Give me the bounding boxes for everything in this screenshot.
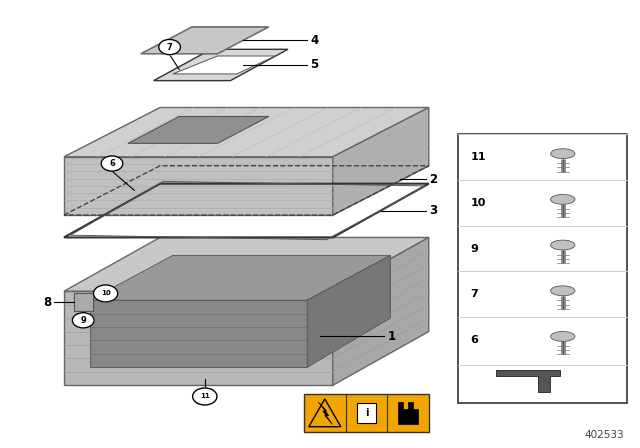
Polygon shape [90,300,307,367]
Polygon shape [154,49,288,81]
Text: 5: 5 [310,58,319,72]
Ellipse shape [550,240,575,250]
Polygon shape [90,255,390,300]
Polygon shape [64,166,429,215]
Polygon shape [496,370,560,392]
Text: 9: 9 [470,244,478,254]
Text: 11: 11 [200,393,210,400]
Text: 10: 10 [470,198,486,208]
Circle shape [193,388,217,405]
Circle shape [93,285,118,302]
Text: 4: 4 [310,34,319,47]
Bar [304,394,429,432]
Bar [458,134,627,403]
Polygon shape [307,255,390,367]
Polygon shape [64,157,333,215]
Circle shape [77,313,87,320]
Polygon shape [64,237,429,291]
Text: 11: 11 [470,152,486,162]
Polygon shape [319,402,333,425]
Circle shape [72,313,94,328]
Text: 3: 3 [429,204,437,217]
Polygon shape [398,402,419,425]
Ellipse shape [550,194,575,204]
Polygon shape [64,291,333,385]
Text: 402533: 402533 [584,430,624,440]
Polygon shape [173,56,275,74]
Text: 9: 9 [81,316,86,325]
Text: 7: 7 [470,289,478,299]
Text: 6: 6 [109,159,115,168]
Text: 7: 7 [167,43,172,52]
Polygon shape [333,237,429,385]
Text: 2: 2 [429,172,437,186]
Text: 1: 1 [387,329,396,343]
Ellipse shape [550,286,575,296]
Text: 8: 8 [43,296,51,309]
Polygon shape [74,293,93,311]
Text: 10: 10 [100,290,111,297]
Polygon shape [141,27,269,54]
Ellipse shape [550,149,575,159]
Text: i: i [365,408,368,418]
Bar [357,403,376,423]
Circle shape [159,39,180,55]
Polygon shape [333,108,429,215]
Text: 6: 6 [470,335,478,345]
Polygon shape [64,108,429,157]
Polygon shape [128,116,269,143]
Ellipse shape [550,332,575,341]
Circle shape [101,156,123,171]
